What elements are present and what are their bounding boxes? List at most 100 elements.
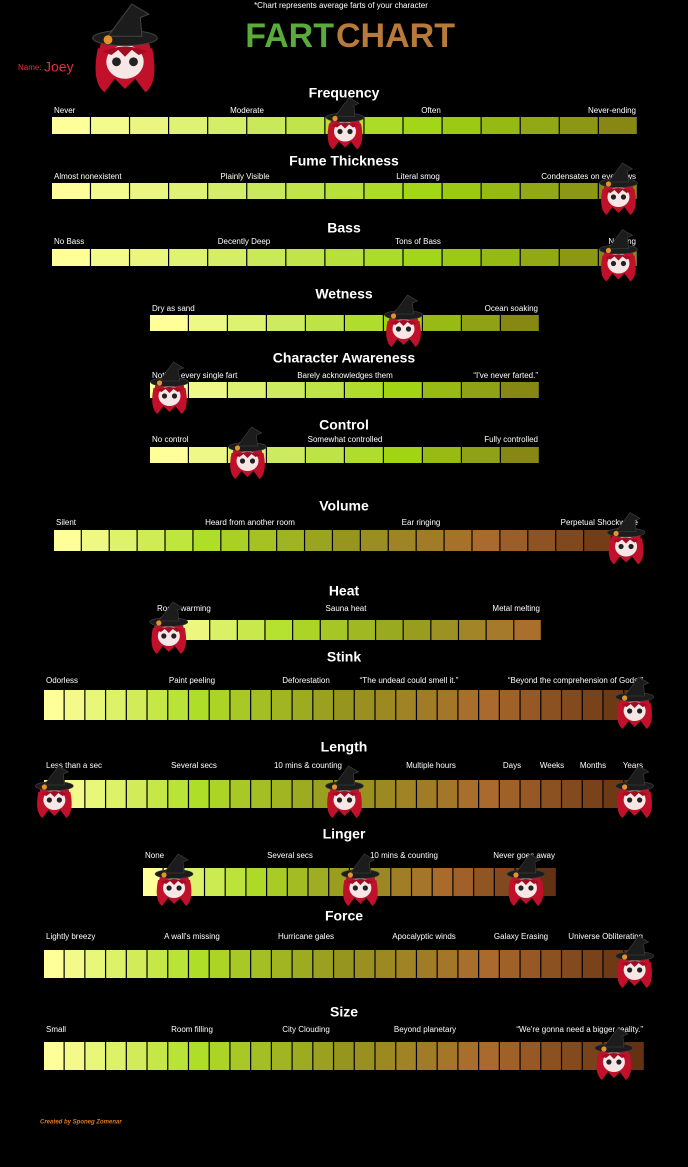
scale-cell — [437, 950, 458, 978]
scale-label: Never goes away — [493, 851, 555, 860]
scale-cell — [130, 249, 168, 266]
scale-cell — [267, 447, 305, 463]
scale-cell — [334, 1042, 354, 1070]
eye — [112, 57, 121, 67]
scale-cell — [562, 1042, 582, 1070]
bangs — [331, 791, 358, 797]
hat-cone — [624, 765, 650, 786]
scale-cell — [209, 1042, 230, 1070]
scale-cell — [168, 690, 188, 720]
eye — [56, 797, 62, 803]
bangs — [390, 320, 417, 326]
scale-label: Fully controlled — [484, 435, 538, 444]
scale-cell — [126, 780, 147, 808]
scale-cell — [147, 1042, 168, 1070]
hat-cone — [106, 3, 150, 37]
face — [236, 451, 259, 471]
hat-cone — [236, 426, 263, 447]
scale-label: Decently Deep — [218, 237, 271, 246]
scale-label: Never — [54, 106, 76, 115]
character-marker — [154, 853, 194, 906]
scale-label: Moderate — [230, 106, 264, 115]
scale-cell — [472, 530, 500, 551]
scale-cell — [437, 780, 458, 808]
eye — [249, 458, 256, 464]
scale-cell — [432, 868, 453, 896]
scale-label: Plainly Visible — [220, 172, 270, 181]
scale-cell — [64, 950, 85, 978]
scale-cell — [520, 780, 541, 808]
scale-label: Dry as sand — [152, 304, 195, 313]
scale-label: Odorless — [46, 676, 78, 685]
scale-label: Silent — [56, 518, 77, 527]
scale-label: City Clouding — [282, 1025, 330, 1034]
scale-cell — [528, 530, 556, 551]
hat-cone — [515, 853, 541, 874]
eye — [166, 885, 172, 891]
face — [623, 960, 646, 980]
scale-cell — [499, 690, 520, 720]
scale-cell — [396, 780, 416, 808]
scale-cell — [423, 315, 461, 331]
scale-cell — [520, 249, 559, 266]
character-marker — [149, 601, 189, 654]
character-marker — [599, 162, 638, 215]
scale-cell — [453, 868, 473, 896]
face — [607, 253, 630, 274]
scale-cell — [208, 249, 247, 266]
scale-cell — [520, 1042, 541, 1070]
face — [514, 878, 537, 898]
scale-label: Condensates on eyebrows — [541, 172, 636, 181]
eye — [606, 1059, 612, 1065]
scale-label: Ocean soaking — [485, 304, 538, 313]
face — [602, 1052, 625, 1072]
hat-flower — [332, 115, 338, 122]
scale-cell — [582, 950, 603, 978]
bangs — [102, 46, 148, 57]
scale-cell — [396, 950, 416, 978]
scale-cell — [306, 382, 344, 398]
hat-cone — [349, 853, 376, 874]
scale-title: Control — [319, 417, 369, 433]
scale-label: Paint peeling — [169, 676, 215, 685]
hat-flower — [161, 872, 167, 878]
character-marker — [594, 1027, 634, 1080]
scale-cell — [106, 950, 126, 978]
scale-cell — [396, 690, 416, 720]
scale-cell — [265, 620, 293, 640]
scale-cell — [334, 950, 354, 978]
avatar — [92, 3, 158, 93]
scale-cell — [169, 183, 208, 199]
face — [158, 386, 181, 406]
scale-cell — [500, 530, 528, 551]
scale-cell — [462, 315, 500, 331]
eye — [628, 543, 634, 550]
scale-cell — [541, 690, 561, 720]
scale-cell — [109, 530, 137, 551]
scale-cell — [499, 950, 520, 978]
scale-cell — [208, 117, 247, 134]
scale-cell — [388, 530, 416, 551]
eye — [405, 326, 412, 332]
scale-label: Less than a sec — [46, 761, 102, 770]
scale-cell — [230, 950, 251, 978]
credit: Created by Sponeg Zomenar — [40, 1120, 122, 1126]
scale-cell — [562, 950, 582, 978]
scale-label: Often — [421, 106, 441, 115]
scale-cell — [147, 690, 168, 720]
scale-cell — [417, 1042, 437, 1070]
scale-label: Sauna heat — [326, 604, 368, 613]
scale-cell — [354, 950, 375, 978]
eye — [171, 393, 178, 399]
scale-cell — [479, 1042, 499, 1070]
bangs — [621, 791, 648, 797]
scale-cell — [209, 950, 230, 978]
scale-cell — [499, 1042, 520, 1070]
scale-cell — [501, 447, 539, 463]
face — [623, 790, 646, 810]
scale-cell — [247, 117, 286, 134]
hat-flower — [605, 181, 612, 187]
eye — [518, 885, 524, 891]
scale-cell — [64, 690, 85, 720]
scale-cell — [437, 1042, 458, 1070]
